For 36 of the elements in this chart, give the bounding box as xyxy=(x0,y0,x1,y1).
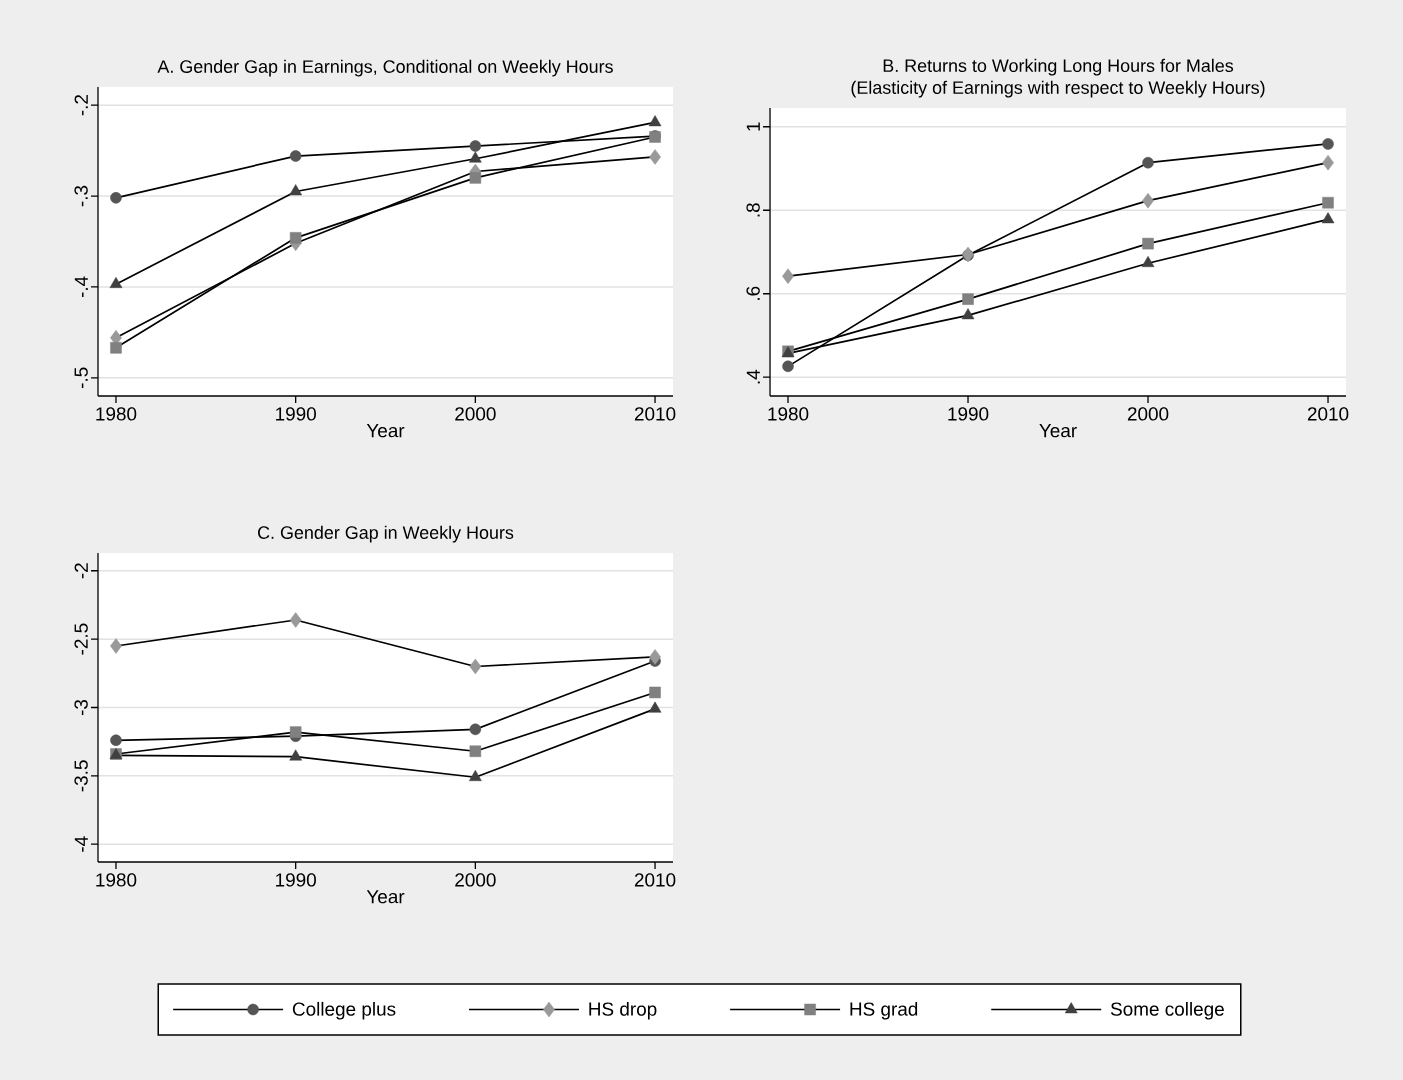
y-tick-label: -3.5 xyxy=(74,760,88,792)
y-tick-label: -2.5 xyxy=(74,623,88,655)
x-tick-label: 2000 xyxy=(455,407,496,421)
x-axis-title: Year xyxy=(366,424,405,438)
x-axis-title: Year xyxy=(1039,424,1077,438)
y-tick-label: -3 xyxy=(74,699,88,716)
legend-label: HS grad xyxy=(850,1001,918,1020)
y-tick-label: -2 xyxy=(74,563,88,579)
x-tick-label: 2000 xyxy=(455,873,496,887)
x-tick-label: 1980 xyxy=(96,873,137,887)
legend-label: HS drop xyxy=(589,1001,657,1020)
y-tick-label: -4 xyxy=(74,836,88,852)
chart-title: B. Returns to Working Long Hours for Males xyxy=(883,58,1234,76)
x-tick-label: 1990 xyxy=(276,407,316,421)
x-tick-label: 2010 xyxy=(634,873,676,887)
x-tick-label: 2010 xyxy=(634,407,676,421)
y-tick-label: 1 xyxy=(746,122,760,131)
y-tick-label: -.2 xyxy=(74,95,88,116)
chart-title: A. Gender Gap in Earnings, Conditional on Weekly Hours xyxy=(157,59,613,77)
y-tick-label: -.4 xyxy=(74,276,88,298)
chart-title: C. Gender Gap in Weekly Hours xyxy=(258,525,514,543)
legend-label: College plus xyxy=(292,1001,396,1020)
legend-label: Some college xyxy=(1110,1001,1224,1020)
y-tick-label: .4 xyxy=(746,369,760,384)
y-tick-label: .8 xyxy=(746,203,760,217)
chart-subtitle: (Elasticity of Earnings with respect to Weekly Hours) xyxy=(851,80,1265,98)
y-tick-label: .6 xyxy=(746,286,760,300)
x-tick-label: 1990 xyxy=(948,407,989,421)
x-tick-label: 1980 xyxy=(768,407,809,421)
x-tick-label: 1980 xyxy=(96,407,137,421)
x-tick-label: 2000 xyxy=(1127,407,1169,421)
y-tick-label: -.5 xyxy=(74,367,88,389)
x-tick-label: 2010 xyxy=(1307,407,1349,421)
x-tick-label: 1990 xyxy=(276,873,316,887)
x-axis-title: Year xyxy=(366,890,405,904)
y-tick-label: -.3 xyxy=(74,185,88,207)
